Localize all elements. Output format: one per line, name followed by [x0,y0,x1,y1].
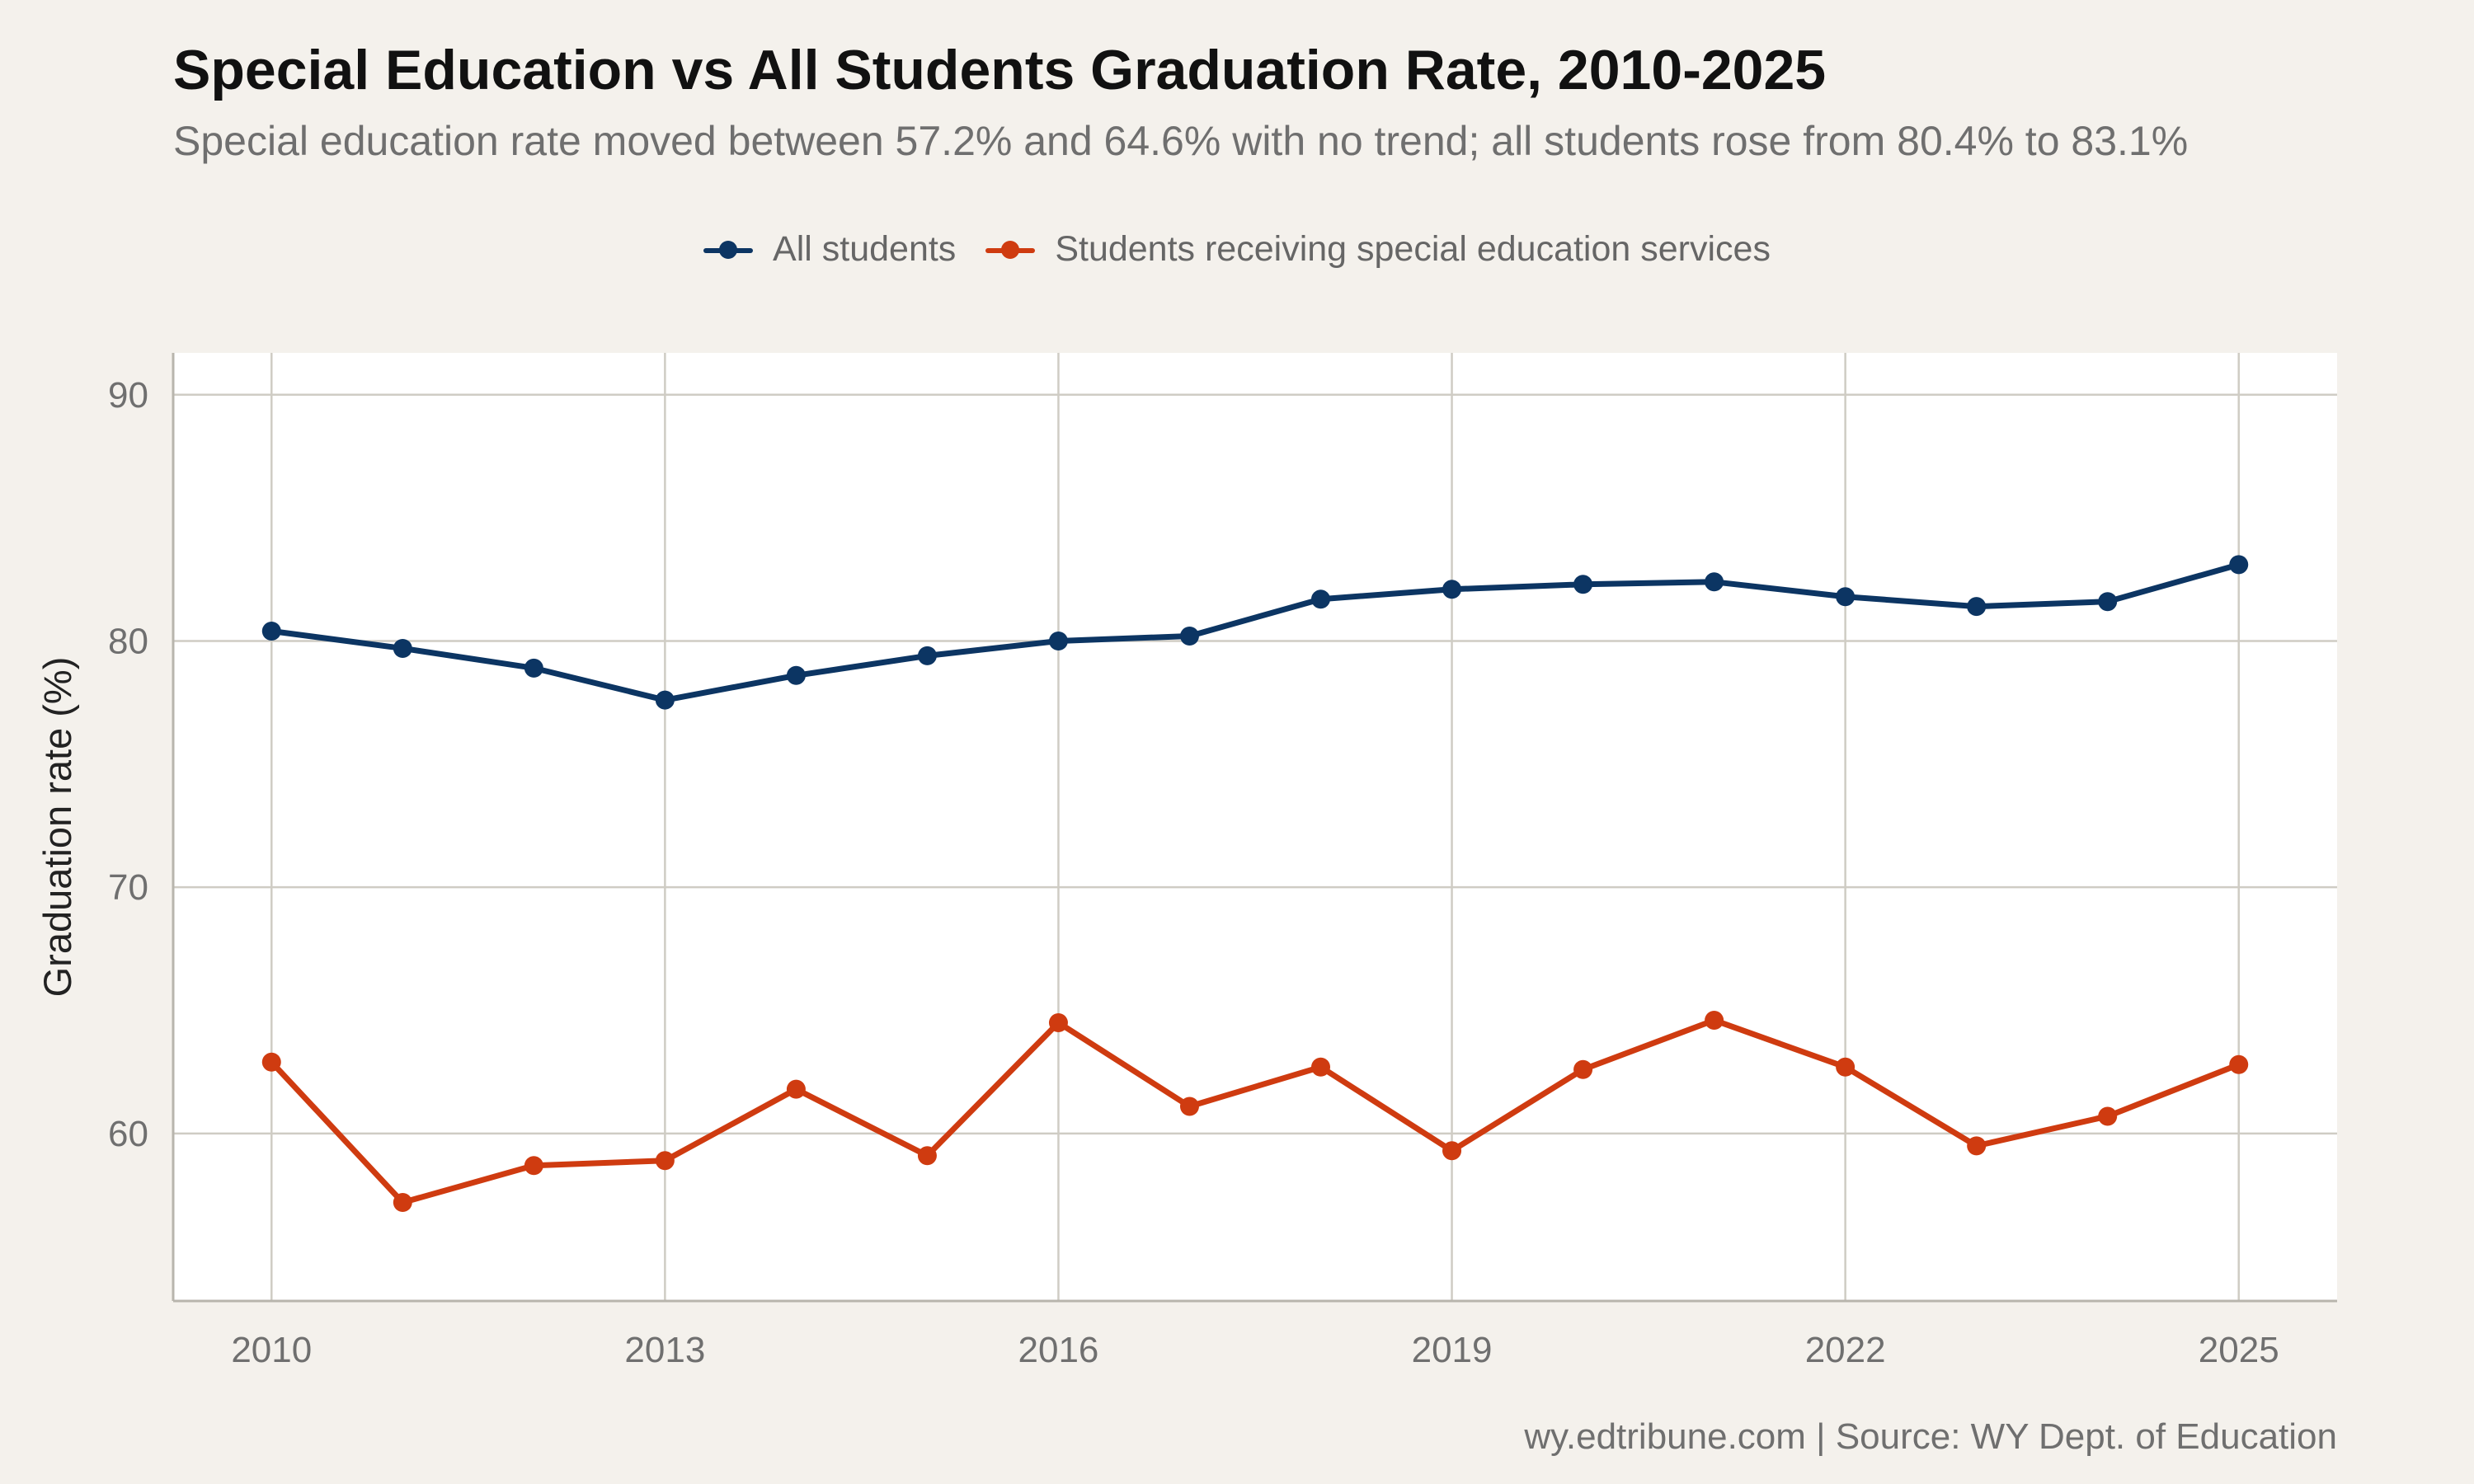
y-tick-label-90: 90 [108,375,148,416]
chart-subtitle: Special education rate moved between 57.… [173,118,2189,164]
x-tick-label-2016: 2016 [1018,1330,1099,1370]
legend: All students Students receiving special … [0,229,2474,270]
source-caption: wy.edtribune.com | Source: WY Dept. of E… [1524,1416,2337,1457]
series-0-point-2010 [261,622,281,641]
x-tick-label-2013: 2013 [624,1330,705,1370]
series-1-point-2014 [786,1079,806,1099]
series-line-1 [268,1017,2242,1206]
series-1-point-2020 [1573,1059,1593,1079]
series-0-point-2020 [1573,575,1593,594]
y-tick-label-60: 60 [108,1114,148,1154]
x-tick-label-2025: 2025 [2199,1330,2279,1370]
y-tick-label-80: 80 [108,621,148,661]
series-0-point-2018 [1311,589,1331,609]
series-0-point-2023 [1967,597,1987,617]
series-1-point-2016 [1048,1012,1068,1032]
series-0-point-2016 [1048,631,1068,650]
legend-key-special-education [985,237,1036,262]
series-0-point-2017 [1179,627,1199,646]
series-1-point-2024 [2098,1106,2118,1126]
series-0-point-2019 [1442,580,1462,599]
plot-panel [173,353,2337,1301]
legend-item-special-education: Students receiving special education ser… [985,229,1771,270]
series-line-0 [268,561,2242,703]
y-axis-label: Graduation rate (%) [35,657,79,998]
series-0-point-2015 [917,646,937,665]
series-0-point-2014 [786,665,806,685]
series-0-point-2025 [2229,555,2249,575]
x-tick-label-2010: 2010 [231,1330,312,1370]
y-tick-label-70: 70 [108,867,148,908]
legend-label-all-students: All students [773,229,957,269]
series-1-point-2013 [655,1151,675,1171]
series-1-point-2023 [1967,1136,1987,1156]
x-tick-label-2019: 2019 [1412,1330,1493,1370]
legend-item-all-students: All students [703,229,956,270]
series-0-point-2024 [2098,592,2118,612]
series-1-point-2011 [393,1193,412,1213]
x-tick-label-2022: 2022 [1805,1330,1886,1370]
chart-title: Special Education vs All Students Gradua… [173,39,1827,101]
series-0-point-2022 [1836,587,1856,607]
series-0-point-2013 [655,690,675,710]
series-1-point-2021 [1705,1010,1724,1030]
series-1-point-2019 [1442,1141,1462,1161]
series-1-point-2022 [1836,1057,1856,1077]
series-1-point-2012 [524,1156,543,1176]
series-0-point-2021 [1705,572,1724,592]
series-1-point-2018 [1311,1057,1331,1077]
series-1-point-2017 [1179,1097,1199,1116]
series-0-point-2011 [393,638,412,658]
series-1-point-2015 [917,1146,937,1166]
legend-label-special-education: Students receiving special education ser… [1055,229,1771,269]
series-0-point-2012 [524,658,543,678]
series-1-point-2025 [2229,1054,2249,1074]
series-1-point-2010 [261,1052,281,1072]
legend-key-all-students [703,237,754,262]
